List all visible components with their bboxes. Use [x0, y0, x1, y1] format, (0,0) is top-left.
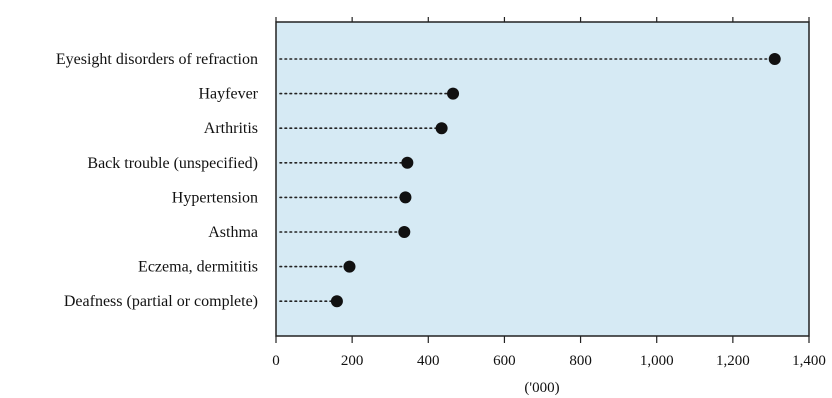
x-tick-label: 200: [341, 353, 364, 369]
category-label: Hayfever: [198, 86, 258, 103]
x-tick-label: 1,200: [716, 353, 750, 369]
plot-area: [275, 21, 810, 337]
category-label: Eczema, dermititis: [138, 259, 258, 276]
x-tick-label: 600: [493, 353, 516, 369]
x-axis-title: ('000): [524, 380, 559, 396]
data-point: [330, 295, 343, 308]
data-point: [343, 260, 356, 273]
category-label: Deafness (partial or complete): [64, 293, 258, 310]
data-point: [401, 156, 414, 169]
category-label: Back trouble (unspecified): [87, 155, 258, 172]
category-label: Eyesight disorders of refraction: [56, 51, 258, 68]
x-tick-label: 800: [569, 353, 592, 369]
data-point: [398, 226, 411, 238]
data-point: [399, 191, 412, 204]
x-tick-label: 400: [417, 353, 440, 369]
data-point: [435, 122, 448, 135]
x-tick-label: 1,000: [640, 353, 674, 369]
x-tick-label: 1,400: [792, 353, 826, 369]
category-label: Hypertension: [172, 189, 258, 206]
x-tick-label: 0: [272, 353, 280, 369]
data-point: [447, 87, 460, 100]
data-point: [768, 53, 781, 65]
category-label: Asthma: [208, 224, 258, 241]
category-label: Arthritis: [204, 120, 258, 137]
